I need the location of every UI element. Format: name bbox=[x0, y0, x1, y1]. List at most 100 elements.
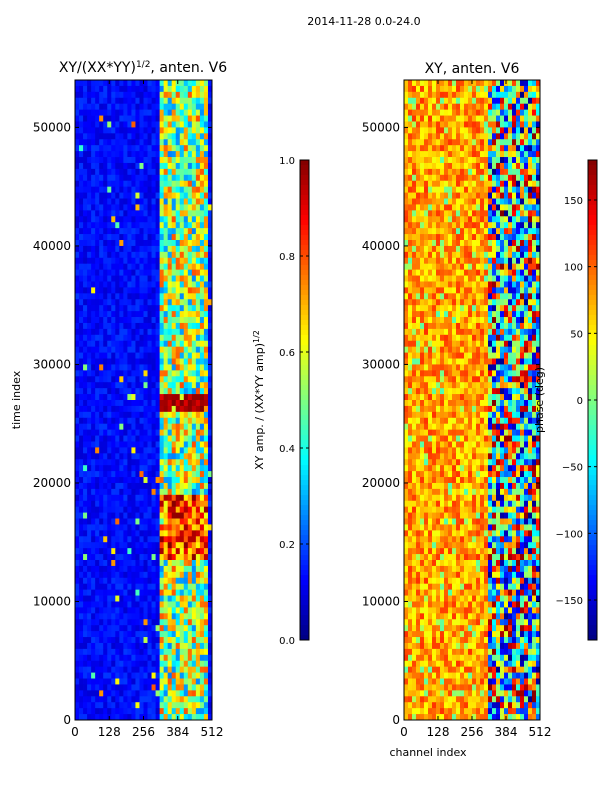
heatmap-cell bbox=[111, 494, 116, 502]
heatmap-cell bbox=[424, 234, 429, 241]
heatmap-cell bbox=[171, 666, 177, 673]
heatmap-cell bbox=[179, 269, 185, 276]
heatmap-cell bbox=[508, 210, 513, 217]
heatmap-cell bbox=[183, 317, 189, 324]
colorbar-segment bbox=[300, 430, 309, 436]
heatmap-cell bbox=[79, 417, 84, 425]
heatmap-cell bbox=[183, 216, 189, 223]
heatmap-cell bbox=[123, 690, 128, 697]
heatmap-cell bbox=[412, 145, 417, 152]
heatmap-cell bbox=[432, 180, 437, 188]
heatmap-cell bbox=[512, 97, 517, 105]
heatmap-cell bbox=[163, 80, 169, 87]
heatmap-cell bbox=[167, 269, 173, 276]
heatmap-cell bbox=[75, 127, 80, 134]
heatmap-cell bbox=[416, 97, 421, 105]
heatmap-cell bbox=[91, 708, 96, 715]
heatmap-cell bbox=[480, 145, 485, 152]
heatmap-cell bbox=[179, 204, 185, 211]
heatmap-cell bbox=[191, 115, 197, 122]
heatmap-cell bbox=[155, 477, 161, 484]
heatmap-cell bbox=[420, 80, 425, 87]
heatmap-cell bbox=[199, 162, 205, 170]
heatmap-cell bbox=[95, 358, 100, 365]
heatmap-cell bbox=[87, 192, 92, 199]
heatmap-cell bbox=[151, 257, 156, 265]
heatmap-cell bbox=[195, 204, 201, 211]
heatmap-cell bbox=[75, 524, 80, 531]
heatmap-cell bbox=[115, 465, 120, 472]
heatmap-cell bbox=[87, 97, 92, 105]
heatmap-cell bbox=[111, 305, 116, 312]
heatmap-cell bbox=[179, 554, 185, 561]
heatmap-cell bbox=[516, 198, 521, 205]
heatmap-cell bbox=[448, 234, 453, 241]
heatmap-cell bbox=[496, 204, 501, 211]
heatmap-cell bbox=[536, 275, 541, 282]
heatmap-cell bbox=[107, 103, 112, 111]
heatmap-cell bbox=[492, 222, 497, 229]
heatmap-cell bbox=[147, 281, 152, 288]
heatmap-cell bbox=[444, 115, 449, 122]
heatmap-cell bbox=[147, 708, 152, 715]
heatmap-cell bbox=[448, 133, 453, 140]
heatmap-cell bbox=[155, 642, 161, 650]
heatmap-cell bbox=[123, 234, 128, 241]
heatmap-cell bbox=[139, 145, 144, 152]
heatmap-cell bbox=[163, 411, 169, 419]
heatmap-cell bbox=[143, 174, 148, 182]
heatmap-cell bbox=[408, 275, 413, 282]
heatmap-cell bbox=[464, 80, 469, 87]
heatmap-cell bbox=[75, 690, 80, 697]
heatmap-cell bbox=[179, 162, 185, 170]
heatmap-cell bbox=[167, 417, 173, 425]
heatmap-cell bbox=[480, 245, 485, 253]
heatmap-cell bbox=[115, 554, 120, 561]
heatmap-cell bbox=[83, 180, 88, 188]
heatmap-cell bbox=[175, 234, 181, 241]
heatmap-cell bbox=[452, 228, 457, 235]
heatmap-cell bbox=[512, 210, 517, 217]
heatmap-cell bbox=[115, 91, 120, 99]
heatmap-cell bbox=[83, 328, 88, 336]
heatmap-cell bbox=[163, 465, 169, 472]
heatmap-cell bbox=[151, 482, 156, 490]
heatmap-cell bbox=[179, 429, 185, 436]
heatmap-cell bbox=[151, 281, 156, 288]
heatmap-cell bbox=[83, 494, 88, 502]
heatmap-cell bbox=[107, 245, 112, 253]
heatmap-cell bbox=[95, 447, 100, 454]
heatmap-cell bbox=[115, 536, 120, 543]
heatmap-cell bbox=[83, 435, 88, 442]
heatmap-cell bbox=[151, 388, 156, 395]
heatmap-cell bbox=[492, 269, 497, 276]
heatmap-cell bbox=[91, 518, 96, 525]
heatmap-cell bbox=[404, 275, 409, 282]
heatmap-cell bbox=[167, 500, 173, 508]
heatmap-cell bbox=[151, 619, 156, 626]
heatmap-cell bbox=[536, 91, 541, 99]
colorbar-segment bbox=[300, 605, 309, 611]
heatmap-cell bbox=[532, 257, 537, 265]
heatmap-cell bbox=[195, 678, 201, 685]
heatmap-cell bbox=[199, 109, 205, 116]
heatmap-cell bbox=[103, 471, 108, 478]
heatmap-cell bbox=[95, 619, 100, 626]
heatmap-cell bbox=[139, 589, 144, 596]
heatmap-cell bbox=[187, 625, 193, 632]
heatmap-cell bbox=[195, 376, 201, 383]
heatmap-cell bbox=[155, 405, 161, 413]
heatmap-cell bbox=[480, 109, 485, 116]
heatmap-cell bbox=[119, 441, 124, 448]
heatmap-cell bbox=[187, 648, 193, 656]
heatmap-cell bbox=[159, 293, 165, 300]
heatmap-cell bbox=[119, 672, 124, 679]
heatmap-cell bbox=[95, 429, 100, 436]
heatmap-cell bbox=[175, 654, 181, 662]
heatmap-cell bbox=[139, 80, 144, 87]
heatmap-cell bbox=[87, 660, 92, 668]
heatmap-cell bbox=[79, 666, 84, 673]
heatmap-cell bbox=[508, 269, 513, 276]
heatmap-cell bbox=[203, 542, 209, 549]
heatmap-cell bbox=[139, 234, 144, 241]
